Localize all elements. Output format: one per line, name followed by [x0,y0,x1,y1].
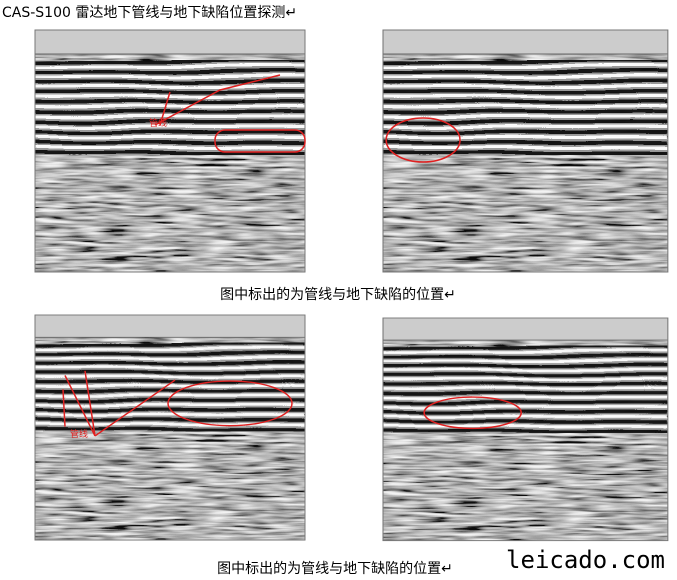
watermark: leicado.com [506,546,665,574]
radar-image [383,318,668,541]
radar-image [35,315,305,540]
figure-label: 管线 [70,428,88,440]
radar-image [383,30,668,272]
figure-label: 管线 [149,117,167,129]
caption: 图中标出的为管线与地下缺陷的位置↵ [220,287,456,303]
radar-image: 管线 [35,30,306,272]
caption: 图中标出的为管线与地下缺陷的位置↵ [217,561,453,577]
title: CAS-S100 雷达地下管线与地下缺陷位置探测↵ [2,5,297,21]
